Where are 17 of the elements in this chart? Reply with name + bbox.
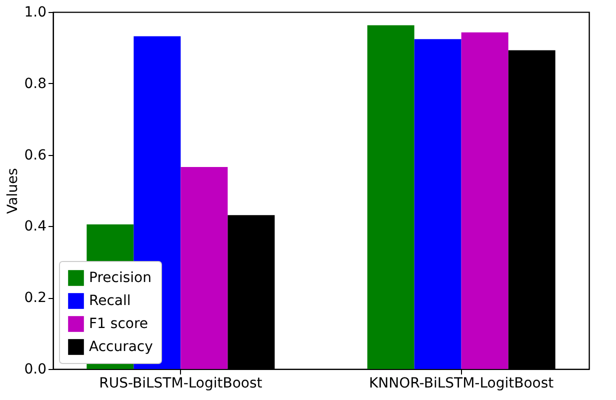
y-tick-label: 1.0 bbox=[24, 4, 46, 20]
legend-label: F1 score bbox=[89, 316, 148, 332]
legend-label: Recall bbox=[89, 293, 131, 309]
bar bbox=[414, 39, 462, 369]
legend-label: Precision bbox=[89, 270, 152, 286]
y-tick-label: 0.4 bbox=[24, 218, 47, 235]
y-tick-label: 0.8 bbox=[24, 76, 46, 92]
y-tick-label: 0.0 bbox=[24, 362, 46, 378]
y-tick-label: 0.6 bbox=[24, 147, 47, 164]
y-tick-label: 0.2 bbox=[24, 290, 46, 306]
y-axis-title: Values bbox=[5, 168, 22, 214]
bar bbox=[367, 25, 414, 369]
x-tick-label: KNNOR-BiLSTM-LogitBoost bbox=[369, 376, 554, 392]
x-tick-label: RUS-BiLSTM-LogitBoost bbox=[99, 376, 263, 392]
legend-label: Accuracy bbox=[89, 339, 153, 355]
bar bbox=[180, 166, 228, 369]
bar bbox=[461, 32, 508, 369]
